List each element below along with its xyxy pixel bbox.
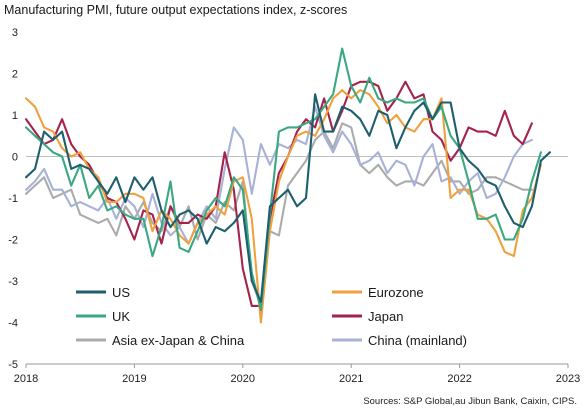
source-note: Sources: S&P Global,au Jibun Bank, Caixi… (363, 396, 577, 407)
y-tick-label: 1 (12, 110, 18, 122)
x-tick-label: 2018 (14, 373, 38, 385)
y-tick-label: -2 (8, 235, 18, 247)
legend-label: US (112, 285, 130, 300)
legend-label: China (mainland) (368, 333, 467, 348)
series-line-eurozone (24, 89, 542, 324)
x-tick-label: 2020 (231, 373, 255, 385)
y-tick-label: -5 (8, 359, 18, 371)
series-line-asia-ex-japan-china (24, 122, 533, 307)
x-tick-label: 2023 (556, 373, 580, 385)
y-tick-label: -4 (8, 318, 18, 330)
y-tick-label: 3 (12, 27, 18, 39)
series-line-uk (24, 47, 542, 312)
series-line-us (24, 93, 551, 303)
legend-label: UK (112, 309, 130, 324)
x-tick-label: 2022 (447, 373, 471, 385)
legend-label: Japan (368, 309, 403, 324)
chart-title: Manufacturing PMI, future output expecta… (4, 3, 348, 17)
x-tick-label: 2021 (339, 373, 363, 385)
x-tick-label: 2019 (122, 373, 146, 385)
y-tick-label: -1 (8, 193, 18, 205)
y-tick-label: 0 (12, 152, 18, 164)
legend-label: Eurozone (368, 285, 424, 300)
series-lines (24, 47, 551, 324)
y-tick-label: -3 (8, 276, 18, 288)
series-line-china-mainland- (24, 105, 533, 245)
y-tick-label: 2 (12, 69, 18, 81)
legend: US Eurozone UK Japan Asia ex-Japan & China Ch… (76, 285, 467, 348)
legend-label: Asia ex-Japan & China (112, 333, 245, 348)
axes: 3 2 1 0 -1 -2 -3 -4 -5 2018 2019 2020 2021 2022 2023 (8, 27, 580, 385)
